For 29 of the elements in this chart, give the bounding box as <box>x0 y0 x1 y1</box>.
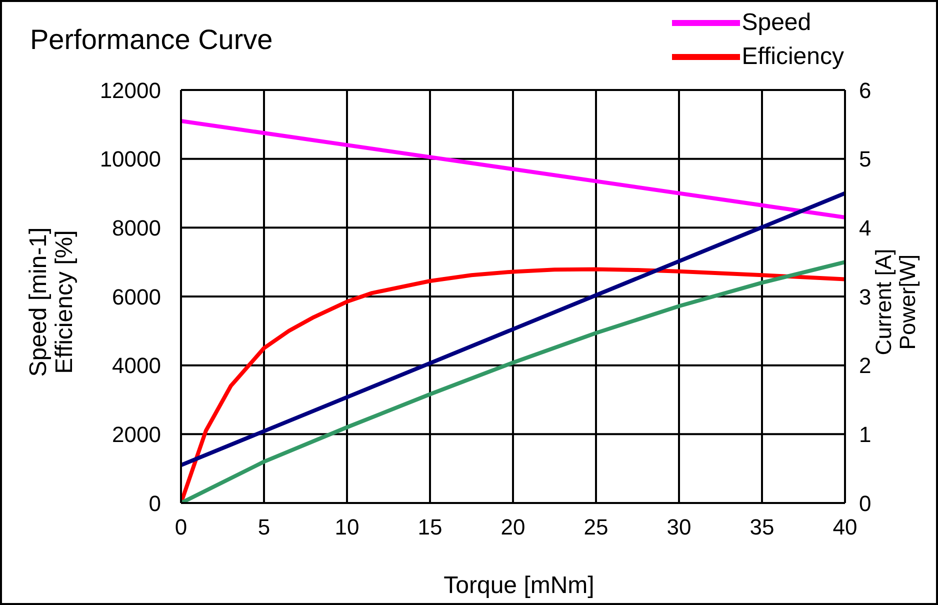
chart-title: Performance Curve <box>30 24 273 56</box>
x-tick-label: 25 <box>584 514 608 540</box>
y2-tick-label: 6 <box>859 78 872 103</box>
y2-tick-label: 4 <box>859 215 872 240</box>
x-tick-label: 10 <box>334 514 360 540</box>
legend-label: Speed <box>742 8 812 38</box>
y2-tick-label: 0 <box>859 490 872 516</box>
y-tick-label: 8000 <box>112 215 161 240</box>
x-tick-label: 40 <box>832 514 858 540</box>
y-tick-label: 0 <box>148 490 161 516</box>
y-tick-label: 6000 <box>112 284 161 310</box>
y2-tick-label: 3 <box>859 284 872 310</box>
y2-tick-label: 1 <box>859 422 872 447</box>
x-tick-label: 15 <box>418 514 442 540</box>
y-tick-label: 10000 <box>100 146 161 172</box>
x-tick-label: 35 <box>750 514 774 540</box>
x-tick-label: 20 <box>500 514 526 540</box>
y2-tick-label: 2 <box>859 353 872 378</box>
y2-tick-label: 5 <box>859 146 872 172</box>
y-tick-label: 12000 <box>100 78 161 103</box>
y-tick-label: 4000 <box>112 353 161 378</box>
x-tick-label: 30 <box>666 514 692 540</box>
x-tick-label: 5 <box>258 514 270 540</box>
y-tick-label: 2000 <box>112 422 161 447</box>
y2-axis-title: Current [A] Power[W] <box>871 248 920 356</box>
x-tick-label: 0 <box>174 514 188 540</box>
legend-label: Efficiency <box>742 42 844 72</box>
y-axis-title: Speed [min-1] Efficiency [%] <box>25 227 78 377</box>
x-axis-title: Torque [mNm] <box>444 572 594 599</box>
